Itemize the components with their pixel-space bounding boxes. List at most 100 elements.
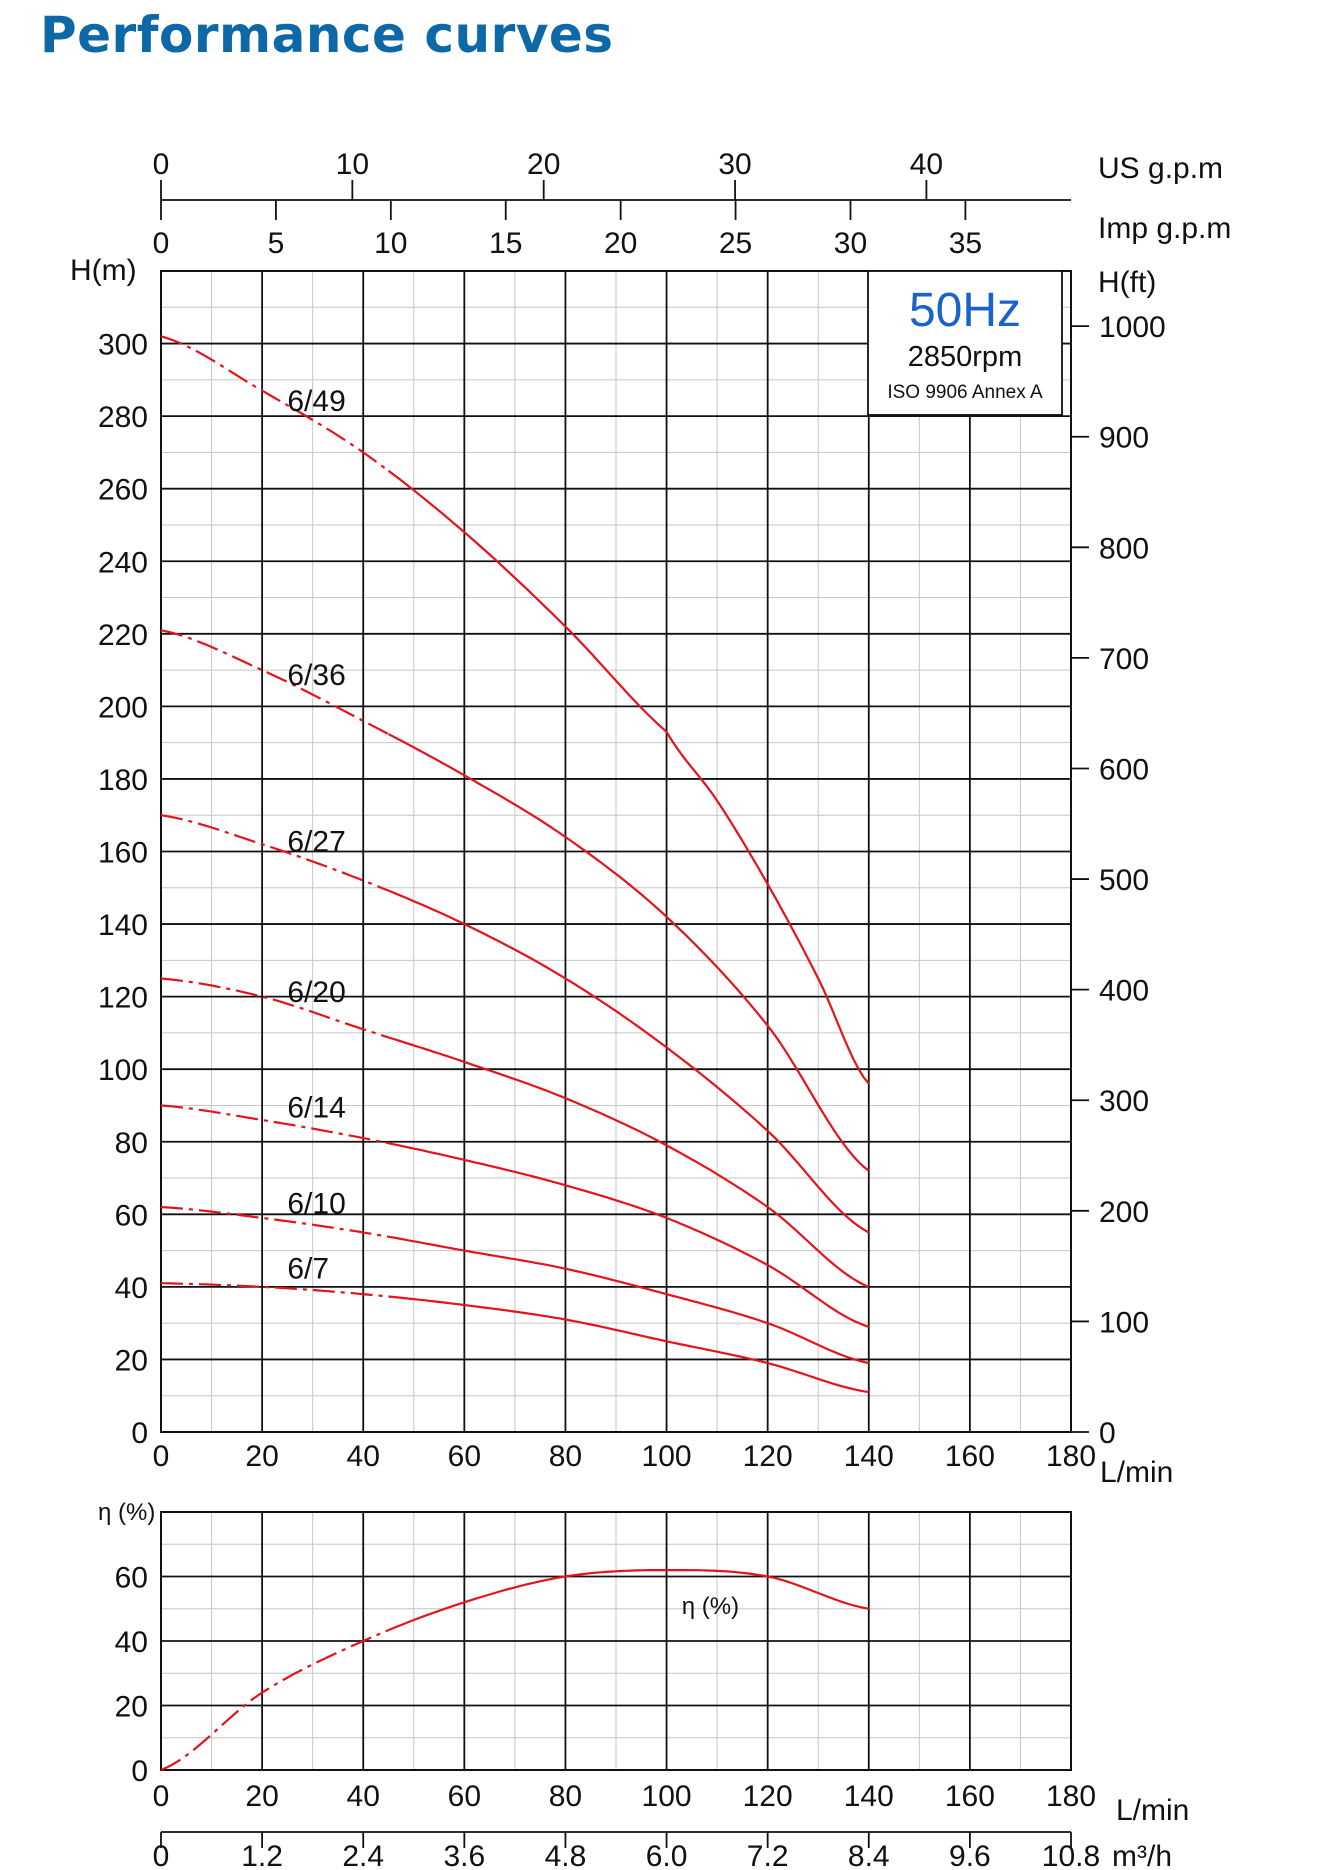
info-box: 50Hz 2850rpm ISO 9906 Annex A: [867, 270, 1063, 416]
y-tick-label: 260: [98, 474, 148, 507]
imp-gpm-axis-title: Imp g.p.m: [1098, 212, 1231, 245]
imp-gpm-tick-label: 5: [268, 227, 285, 260]
y2-tick-label: 800: [1099, 532, 1149, 565]
efficiency-curve: [388, 1568, 870, 1632]
y-tick-label: 220: [98, 619, 148, 652]
curve-6-10-dashed: [160, 1206, 389, 1238]
head-chart: 0204060801001201401601802002202402602803…: [70, 148, 1231, 1489]
y-tick-label: 60: [115, 1199, 148, 1232]
m3h-tick-label: 6.0: [646, 1840, 688, 1870]
x-tick-label: 160: [945, 1780, 995, 1813]
x-tick-label: 120: [743, 1440, 793, 1473]
m3h-tick-label: 3.6: [443, 1840, 485, 1870]
x-tick-label: 100: [642, 1780, 692, 1813]
x-tick-label: 180: [1046, 1440, 1096, 1473]
y2-tick-label: 300: [1099, 1085, 1149, 1118]
curve-label: 6/27: [287, 825, 345, 858]
curve-6-10: [388, 1235, 870, 1365]
x-tick-label: 80: [549, 1780, 582, 1813]
curve-label: 6/14: [287, 1092, 345, 1125]
y2-tick-label: 200: [1099, 1196, 1149, 1229]
curve-6-20-dashed: [160, 977, 389, 1039]
m3h-tick-label: 0: [153, 1840, 170, 1870]
y-tick-label: 0: [131, 1755, 148, 1788]
x-tick-label: 100: [642, 1440, 692, 1473]
imp-gpm-tick-label: 0: [153, 227, 170, 260]
curve-6-27-dashed: [160, 814, 389, 892]
curve-label: 6/36: [287, 659, 345, 692]
curve-6-14: [388, 1142, 870, 1328]
y-tick-label: 180: [98, 764, 148, 797]
imp-gpm-tick-label: 30: [834, 227, 867, 260]
y2-tick-label: 900: [1099, 422, 1149, 455]
curve-label: 6/7: [287, 1252, 329, 1285]
y-tick-label: 300: [98, 329, 148, 362]
x-tick-label: 40: [347, 1440, 380, 1473]
y2-tick-label: 400: [1099, 975, 1149, 1008]
y-axis-title: η (%): [98, 1499, 155, 1526]
y2-tick-label: 100: [1099, 1306, 1149, 1339]
imp-gpm-tick-label: 35: [949, 227, 982, 260]
plot-frame: [160, 270, 1072, 1433]
us-gpm-tick-label: 40: [910, 148, 943, 181]
x-axis-title: L/min: [1100, 1456, 1173, 1489]
x-tick-label: 60: [448, 1780, 481, 1813]
x-tick-label: 140: [844, 1780, 894, 1813]
m3h-axis-title: m³/h: [1112, 1840, 1172, 1870]
x-tick-label: 20: [245, 1440, 278, 1473]
m3h-tick-label: 10.8: [1042, 1840, 1100, 1870]
x-tick-label: 140: [844, 1440, 894, 1473]
info-box-frequency: 50Hz: [909, 284, 1021, 337]
y-tick-label: 160: [98, 837, 148, 870]
y-tick-label: 40: [115, 1626, 148, 1659]
us-gpm-tick-label: 0: [153, 148, 170, 181]
y2-tick-label: 600: [1099, 753, 1149, 786]
m3h-tick-label: 1.2: [241, 1840, 283, 1870]
us-gpm-axis-title: US g.p.m: [1098, 152, 1223, 185]
curve-6-7: [388, 1295, 869, 1394]
y-tick-label: 0: [131, 1417, 148, 1450]
info-box-standard: ISO 9906 Annex A: [887, 382, 1043, 403]
curve-label: 6/20: [287, 976, 345, 1009]
x-tick-label: 60: [448, 1440, 481, 1473]
us-gpm-tick-label: 20: [527, 148, 560, 181]
curve-6-7-dashed: [160, 1282, 389, 1298]
m3h-tick-label: 7.2: [747, 1840, 789, 1870]
plot-frame: [160, 1511, 1072, 1771]
y-tick-label: 100: [98, 1054, 148, 1087]
x-axis-title: L/min: [1116, 1794, 1189, 1827]
y-tick-label: 80: [115, 1127, 148, 1160]
curve-6-36-dashed: [160, 629, 390, 736]
y-tick-label: 200: [98, 691, 148, 724]
y2-tick-label: 0: [1099, 1417, 1116, 1450]
y2-tick-label: 700: [1099, 643, 1149, 676]
imp-gpm-tick-label: 25: [719, 227, 752, 260]
curve-6-49: [387, 469, 870, 1085]
y-tick-label: 60: [115, 1562, 148, 1595]
x-tick-label: 0: [153, 1780, 170, 1813]
page-title: Performance curves: [40, 6, 614, 64]
x-tick-label: 40: [347, 1780, 380, 1813]
curve-6-20: [388, 1036, 870, 1288]
us-gpm-tick-label: 30: [718, 148, 751, 181]
us-gpm-tick-label: 10: [336, 148, 369, 181]
y-tick-label: 20: [115, 1691, 148, 1724]
curve-6-36: [388, 733, 870, 1172]
m3h-tick-label: 2.4: [342, 1840, 384, 1870]
x-tick-label: 180: [1046, 1780, 1096, 1813]
y-tick-label: 280: [98, 401, 148, 434]
y-axis-title: H(m): [70, 254, 137, 287]
efficiency-curve-dashed: [160, 1629, 389, 1772]
curve-6-49-dashed: [160, 335, 390, 472]
y-tick-label: 120: [98, 982, 148, 1015]
efficiency-curve-label: η (%): [682, 1593, 739, 1620]
imp-gpm-tick-label: 10: [374, 227, 407, 260]
info-box-speed: 2850rpm: [908, 341, 1022, 373]
y-tick-label: 240: [98, 546, 148, 579]
x-tick-label: 20: [245, 1780, 278, 1813]
curve-6-14-dashed: [160, 1104, 389, 1145]
curve-6-27: [388, 889, 870, 1234]
x-tick-label: 160: [945, 1440, 995, 1473]
imp-gpm-tick-label: 15: [489, 227, 522, 260]
